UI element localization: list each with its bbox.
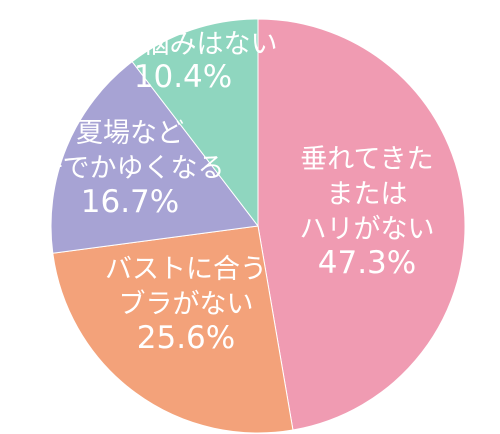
- pie-slice-itch: [50, 60, 259, 254]
- pie-labels: 垂れてきたまたはハリがない 47.3% バストに合うブラがない 25.6% 夏場など汗で…: [36, 29, 435, 356]
- slice-value-none: 10.4%: [134, 59, 232, 95]
- pie-slices: [50, 18, 466, 434]
- slice-label-line: 汗でかゆくなる: [36, 153, 225, 184]
- pie-slice-sagging: [257, 18, 466, 431]
- slice-label-line: 夏場など: [76, 118, 184, 149]
- slice-value-fit: 25.6%: [137, 320, 235, 356]
- slice-label-itch: 夏場など汗でかゆくなる 16.7%: [36, 118, 225, 220]
- slice-label-sagging: 垂れてきたまたはハリがない 47.3%: [300, 144, 435, 281]
- slice-label-fit: バストに合うブラがない 25.6%: [105, 254, 267, 356]
- slice-label-line: 垂れてきた: [300, 144, 433, 175]
- slice-value-sagging: 47.3%: [318, 245, 416, 281]
- slice-label-line: ハリがない: [300, 214, 435, 245]
- slice-label-line: バストに合う: [105, 254, 267, 285]
- slice-label-none: 特に悩みはない 10.4%: [89, 29, 278, 95]
- slice-label-line: ブラがない: [119, 289, 254, 320]
- pie-slice-fit: [52, 225, 294, 434]
- slice-label-line: 特に悩みはない: [89, 29, 278, 60]
- slice-value-itch: 16.7%: [81, 184, 179, 220]
- pie-slice-none: [131, 18, 259, 228]
- slice-label-line: または: [327, 179, 408, 210]
